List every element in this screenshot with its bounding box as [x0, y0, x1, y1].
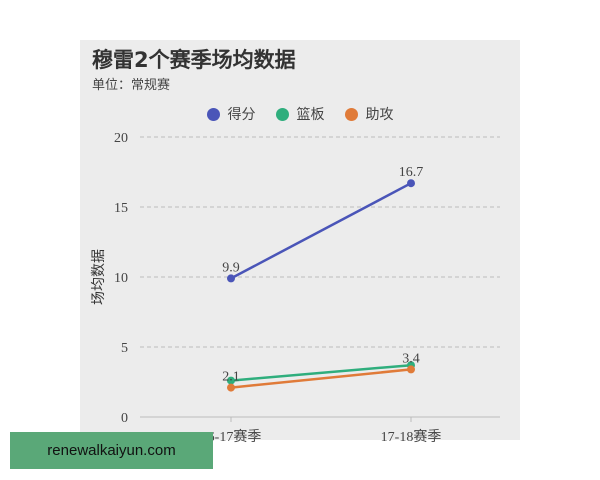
- legend-label: 得分: [227, 107, 256, 123]
- chart-panel: [80, 40, 520, 440]
- data-point[interactable]: [407, 179, 415, 188]
- legend: 得分 篮板 助攻: [0, 104, 600, 124]
- chart-subtitle: 单位：常规赛: [92, 78, 171, 93]
- data-point[interactable]: [227, 376, 235, 385]
- watermark: renewalkaiyun.com: [10, 432, 213, 469]
- chart-title: 穆雷2个赛季场均数据: [92, 48, 296, 72]
- y-tick-label: 0: [121, 411, 128, 426]
- legend-label: 助攻: [365, 107, 394, 123]
- data-label: 2.1: [222, 370, 240, 385]
- y-tick-label: 15: [114, 201, 128, 216]
- series-line-0: [230, 182, 412, 280]
- data-point[interactable]: [407, 365, 415, 374]
- y-tick-label: 10: [114, 271, 128, 286]
- x-tick-label: 17-18赛季: [381, 429, 442, 445]
- legend-item-2[interactable]: 助攻: [344, 104, 394, 124]
- legend-label: 篮板: [296, 107, 325, 123]
- y-tick-label: 20: [114, 131, 128, 146]
- legend-item-0[interactable]: 得分: [206, 104, 256, 124]
- data-point[interactable]: [227, 383, 235, 392]
- legend-marker: [206, 107, 220, 121]
- y-axis-label: 场均数据: [91, 249, 107, 305]
- data-point[interactable]: [227, 274, 235, 283]
- series-line-2: [230, 368, 412, 389]
- legend-marker: [275, 107, 289, 121]
- legend-item-1[interactable]: 篮板: [275, 104, 325, 124]
- data-label: 9.9: [222, 260, 240, 275]
- series-line-1: [230, 363, 412, 382]
- y-tick-label: 5: [121, 341, 128, 356]
- x-tick-label: 16-17赛季: [201, 429, 262, 445]
- data-label: 3.4: [402, 351, 420, 366]
- legend-marker: [344, 107, 358, 121]
- data-label: 16.7: [399, 165, 424, 180]
